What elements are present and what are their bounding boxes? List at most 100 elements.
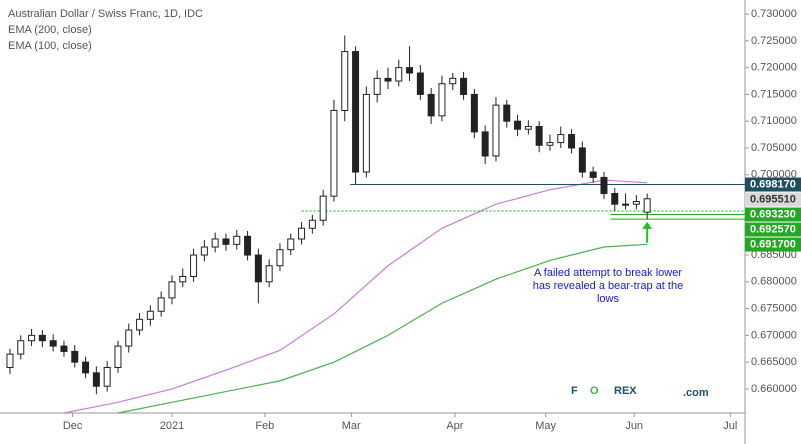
candle-body [298, 227, 306, 240]
candle-body [460, 77, 468, 95]
candle-body [114, 345, 122, 368]
level-label: 0.691700 [750, 238, 796, 250]
candle-body [449, 77, 457, 85]
chart-title: Australian Dollar / Swiss Franc, 1D, IDC [8, 8, 203, 20]
y-tick-label: 0.720000 [751, 62, 797, 74]
candle-body [222, 238, 230, 245]
y-tick-label: 0.670000 [751, 329, 797, 341]
candle-body [276, 249, 284, 267]
level-label-box [745, 207, 801, 222]
candle-body [308, 219, 316, 229]
candle-body [157, 297, 165, 312]
candle-body [244, 235, 252, 256]
candle-body [578, 147, 586, 173]
y-tick-label: 0.660000 [751, 383, 797, 395]
level-label-box [745, 177, 801, 192]
level-label-box [745, 237, 801, 252]
y-tick-label: 0.725000 [751, 35, 797, 47]
candle-body [524, 126, 532, 130]
x-tick-label: Apr [446, 420, 463, 432]
level-label-box [745, 192, 801, 207]
candle-body [200, 246, 208, 256]
candle-body [179, 275, 187, 283]
level-label: 0.695510 [750, 193, 796, 205]
ema-line [117, 243, 648, 414]
annotation: lows [597, 293, 620, 305]
logo-text: REX [614, 385, 637, 397]
candle-body [330, 109, 338, 197]
candle-body [125, 329, 133, 347]
candle-body [49, 340, 57, 347]
annotation: has revealed a bear-trap at the [533, 280, 683, 292]
candle-body [427, 93, 435, 117]
y-tick-label: 0.715000 [751, 88, 797, 100]
candle-body [6, 353, 14, 368]
x-tick-label: May [535, 420, 556, 432]
candle-body [287, 238, 295, 251]
candle-body [406, 67, 414, 74]
candle-body [341, 51, 349, 111]
candle-body [589, 171, 597, 178]
candle-body [319, 195, 327, 221]
x-tick-label: Feb [255, 420, 274, 432]
level-label: 0.692570 [750, 223, 796, 235]
y-tick-label: 0.680000 [751, 276, 797, 288]
candle-body [60, 345, 68, 352]
candle-body [211, 238, 219, 248]
y-tick-label: 0.685000 [751, 249, 797, 261]
candle-body [481, 131, 489, 157]
candle-body [28, 334, 36, 342]
annotation: A failed attempt to break lower [534, 267, 682, 279]
candle-body [82, 361, 90, 374]
level-label: 0.693230 [750, 208, 796, 220]
x-tick-label: 2021 [160, 420, 184, 432]
candle-body [600, 176, 608, 194]
candle-body [546, 142, 554, 146]
candle-body [503, 104, 511, 122]
x-tick-label: Dec [63, 420, 83, 432]
candle-body [254, 254, 262, 283]
candle-body [136, 318, 144, 331]
y-tick-label: 0.705000 [751, 142, 797, 154]
candle-body [168, 281, 176, 299]
candle-body [103, 366, 111, 387]
candle-body [514, 120, 522, 130]
candle-body [146, 310, 154, 320]
candle-body [233, 235, 241, 245]
candle-body [38, 334, 46, 342]
logo: F O REX .com [571, 385, 709, 399]
candle-body [17, 340, 25, 355]
candle-body [557, 134, 565, 144]
logo-text: .com [683, 387, 709, 399]
legend-entry: EMA (100, close) [8, 40, 92, 52]
level-label-box [745, 222, 801, 237]
x-tick-label: Mar [342, 420, 361, 432]
logo-text: O [590, 385, 599, 397]
y-tick-label: 0.675000 [751, 302, 797, 314]
ema-line [63, 179, 648, 414]
level-label: 0.698170 [750, 178, 796, 190]
x-tick-label: Jun [625, 420, 643, 432]
candle-body [632, 201, 640, 205]
candle-body [611, 192, 619, 205]
candle-body [568, 134, 576, 149]
candle-body [622, 203, 630, 206]
plot-area [6, 35, 745, 414]
candle-body [384, 77, 392, 82]
candle-body [395, 67, 403, 82]
candle-body [352, 51, 360, 173]
candle-body [190, 254, 198, 277]
candle-body [492, 104, 500, 157]
logo-text: F [571, 385, 578, 397]
legend-entry: EMA (200, close) [8, 24, 92, 36]
y-tick-label: 0.710000 [751, 115, 797, 127]
candle-body [416, 72, 424, 95]
candle-body [643, 198, 651, 213]
y-tick-label: 0.665000 [751, 356, 797, 368]
x-tick-label: Jul [723, 420, 737, 432]
candle-body [362, 93, 370, 173]
candle-body [92, 372, 100, 387]
candle-body [438, 83, 446, 117]
